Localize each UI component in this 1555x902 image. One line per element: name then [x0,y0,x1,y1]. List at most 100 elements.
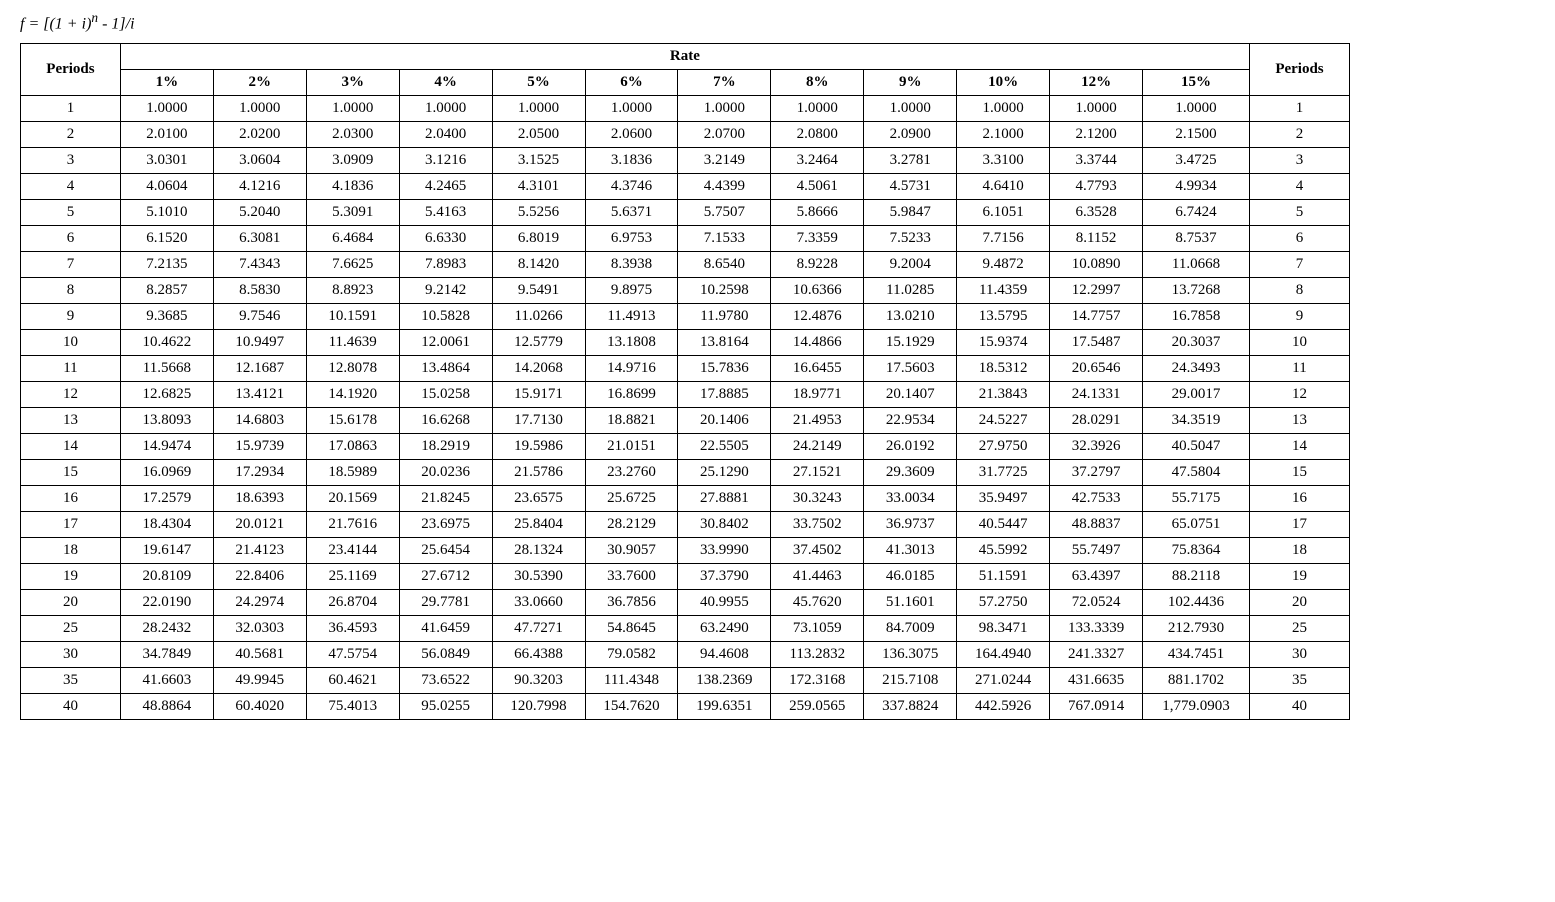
value-cell: 42.7533 [1050,486,1143,512]
period-cell-right: 19 [1249,564,1349,590]
value-cell: 37.4502 [771,538,864,564]
value-cell: 212.7930 [1143,616,1250,642]
value-cell: 4.0604 [120,174,213,200]
value-cell: 12.4876 [771,304,864,330]
value-cell: 2.1200 [1050,122,1143,148]
value-cell: 431.6635 [1050,668,1143,694]
period-cell-right: 7 [1249,252,1349,278]
value-cell: 25.1169 [306,564,399,590]
value-cell: 13.7268 [1143,278,1250,304]
value-cell: 98.3471 [957,616,1050,642]
period-cell-right: 9 [1249,304,1349,330]
value-cell: 5.9847 [864,200,957,226]
period-cell-right: 2 [1249,122,1349,148]
value-cell: 30.9057 [585,538,678,564]
value-cell: 19.6147 [120,538,213,564]
period-cell-left: 16 [21,486,121,512]
value-cell: 9.3685 [120,304,213,330]
value-cell: 10.4622 [120,330,213,356]
period-cell-left: 30 [21,642,121,668]
value-cell: 33.0034 [864,486,957,512]
value-cell: 434.7451 [1143,642,1250,668]
value-cell: 2.0600 [585,122,678,148]
value-cell: 3.3100 [957,148,1050,174]
value-cell: 18.9771 [771,382,864,408]
value-cell: 26.8704 [306,590,399,616]
value-cell: 4.9934 [1143,174,1250,200]
value-cell: 15.9171 [492,382,585,408]
period-cell-right: 4 [1249,174,1349,200]
value-cell: 36.9737 [864,512,957,538]
value-cell: 3.4725 [1143,148,1250,174]
table-row: 99.36859.754610.159110.582811.026611.491… [21,304,1350,330]
value-cell: 22.8406 [213,564,306,590]
value-cell: 34.3519 [1143,408,1250,434]
table-row: 1819.614721.412323.414425.645428.132430.… [21,538,1350,564]
table-row: 1516.096917.293418.598920.023621.578623.… [21,460,1350,486]
value-cell: 41.6603 [120,668,213,694]
value-cell: 41.4463 [771,564,864,590]
period-cell-left: 1 [21,96,121,122]
period-cell-right: 11 [1249,356,1349,382]
header-rate-12%: 12% [1050,70,1143,96]
value-cell: 4.5731 [864,174,957,200]
table-row: 33.03013.06043.09093.12163.15253.18363.2… [21,148,1350,174]
value-cell: 12.8078 [306,356,399,382]
period-cell-right: 12 [1249,382,1349,408]
value-cell: 20.8109 [120,564,213,590]
value-cell: 28.0291 [1050,408,1143,434]
header-periods-right: Periods [1249,44,1349,96]
period-cell-left: 9 [21,304,121,330]
value-cell: 17.7130 [492,408,585,434]
value-cell: 21.7616 [306,512,399,538]
value-cell: 72.0524 [1050,590,1143,616]
value-cell: 29.7781 [399,590,492,616]
value-cell: 37.2797 [1050,460,1143,486]
value-cell: 3.2781 [864,148,957,174]
value-cell: 2.0900 [864,122,957,148]
value-cell: 11.4639 [306,330,399,356]
value-cell: 18.5312 [957,356,1050,382]
period-cell-left: 12 [21,382,121,408]
value-cell: 28.2432 [120,616,213,642]
period-cell-right: 13 [1249,408,1349,434]
value-cell: 14.1920 [306,382,399,408]
value-cell: 16.8699 [585,382,678,408]
header-rate-9%: 9% [864,70,957,96]
header-rate-4%: 4% [399,70,492,96]
value-cell: 3.2149 [678,148,771,174]
value-cell: 1.0000 [492,96,585,122]
value-cell: 30.8402 [678,512,771,538]
value-cell: 120.7998 [492,694,585,720]
value-cell: 12.0061 [399,330,492,356]
table-row: 1212.682513.412114.192015.025815.917116.… [21,382,1350,408]
header-rate-2%: 2% [213,70,306,96]
formula: f = [(1 + i)n - 1]/i [20,10,1535,33]
value-cell: 271.0244 [957,668,1050,694]
value-cell: 6.4684 [306,226,399,252]
value-cell: 41.3013 [864,538,957,564]
value-cell: 13.4121 [213,382,306,408]
value-cell: 4.6410 [957,174,1050,200]
value-cell: 20.6546 [1050,356,1143,382]
value-cell: 16.6455 [771,356,864,382]
value-cell: 3.1525 [492,148,585,174]
value-cell: 1.0000 [120,96,213,122]
value-cell: 94.4608 [678,642,771,668]
value-cell: 46.0185 [864,564,957,590]
value-cell: 14.9716 [585,356,678,382]
period-cell-left: 10 [21,330,121,356]
value-cell: 102.4436 [1143,590,1250,616]
value-cell: 18.5989 [306,460,399,486]
value-cell: 41.6459 [399,616,492,642]
value-cell: 9.7546 [213,304,306,330]
table-row: 1313.809314.680315.617816.626817.713018.… [21,408,1350,434]
value-cell: 24.5227 [957,408,1050,434]
value-cell: 14.7757 [1050,304,1143,330]
value-cell: 113.2832 [771,642,864,668]
value-cell: 3.1216 [399,148,492,174]
value-cell: 11.0668 [1143,252,1250,278]
value-cell: 75.8364 [1143,538,1250,564]
value-cell: 1.0000 [306,96,399,122]
value-cell: 20.0121 [213,512,306,538]
